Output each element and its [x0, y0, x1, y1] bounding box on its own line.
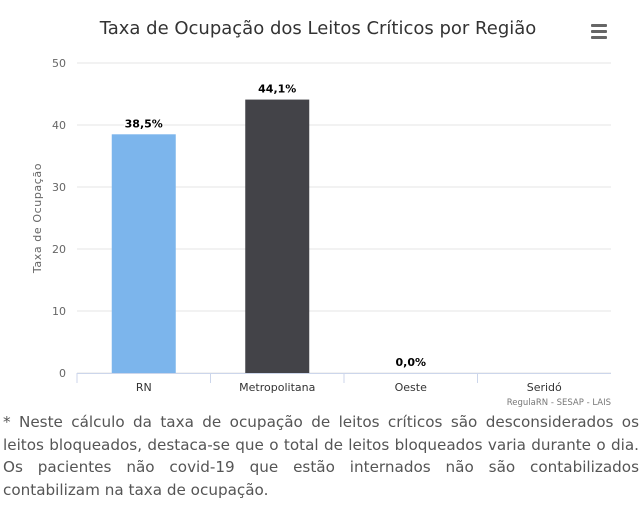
y-axis-title: Taxa de Ocupação — [31, 163, 44, 274]
y-tick-label: 30 — [52, 181, 66, 194]
x-tick-label: Oeste — [395, 381, 427, 394]
bar-chart: Taxa de Ocupação dos Leitos Críticos por… — [31, 18, 611, 408]
footnote: * Neste cálculo da taxa de ocupação de l… — [3, 413, 639, 499]
y-tick-label: 40 — [52, 119, 66, 132]
chart-container: Taxa de Ocupação dos Leitos Críticos por… — [31, 18, 612, 408]
chart-menu-button[interactable] — [588, 20, 612, 42]
data-label: 44,1% — [258, 83, 296, 96]
data-label: 38,5% — [125, 117, 163, 130]
y-tick-label: 0 — [59, 367, 66, 380]
y-tick-label: 50 — [52, 57, 66, 70]
y-tick-label: 20 — [52, 243, 66, 256]
x-tick-label: RN — [136, 381, 152, 394]
chart-credits[interactable]: RegulaRN - SESAP - LAIS — [507, 398, 611, 408]
x-tick-label: Metropolitana — [239, 381, 315, 394]
data-label: 0,0% — [395, 356, 426, 369]
bar-rn[interactable] — [111, 134, 176, 373]
chart-title: Taxa de Ocupação dos Leitos Críticos por… — [99, 18, 537, 39]
x-tick-label: Seridó — [527, 381, 562, 394]
y-tick-label: 10 — [52, 305, 66, 318]
bar-metropolitana[interactable] — [245, 99, 310, 373]
